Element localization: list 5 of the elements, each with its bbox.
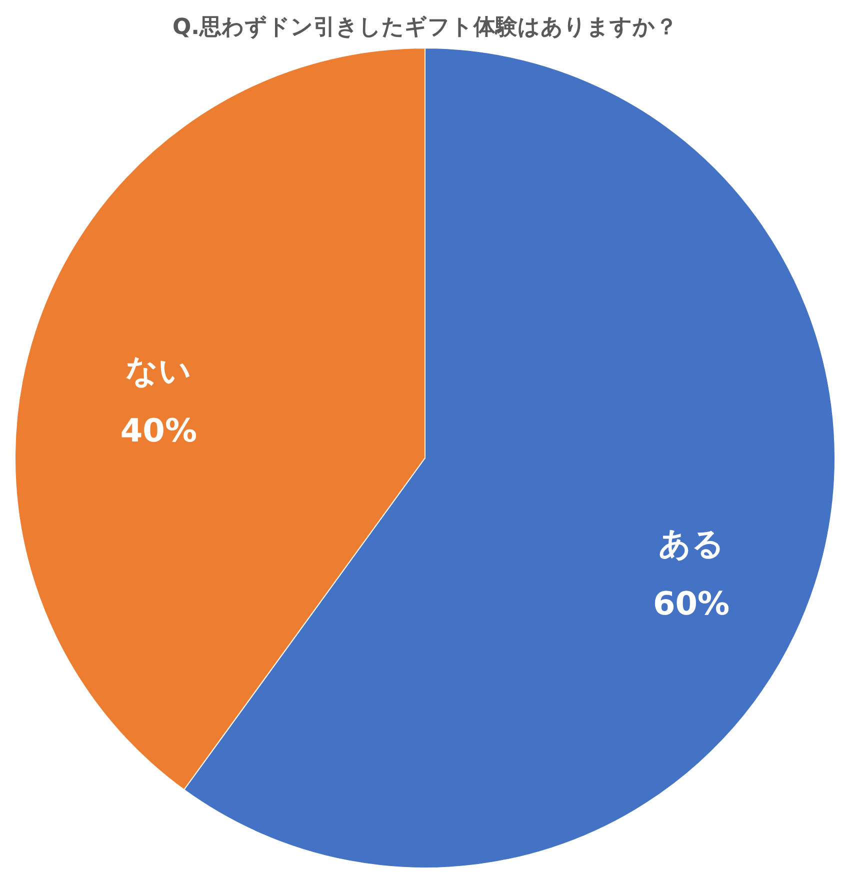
slice-label: ある (658, 524, 724, 563)
chart-title: Q.思わずドン引きしたギフト体験はありますか？ (172, 15, 678, 40)
slice-label: ない (126, 351, 192, 390)
data-label: 40% (120, 411, 197, 450)
data-label: 60% (653, 584, 730, 623)
